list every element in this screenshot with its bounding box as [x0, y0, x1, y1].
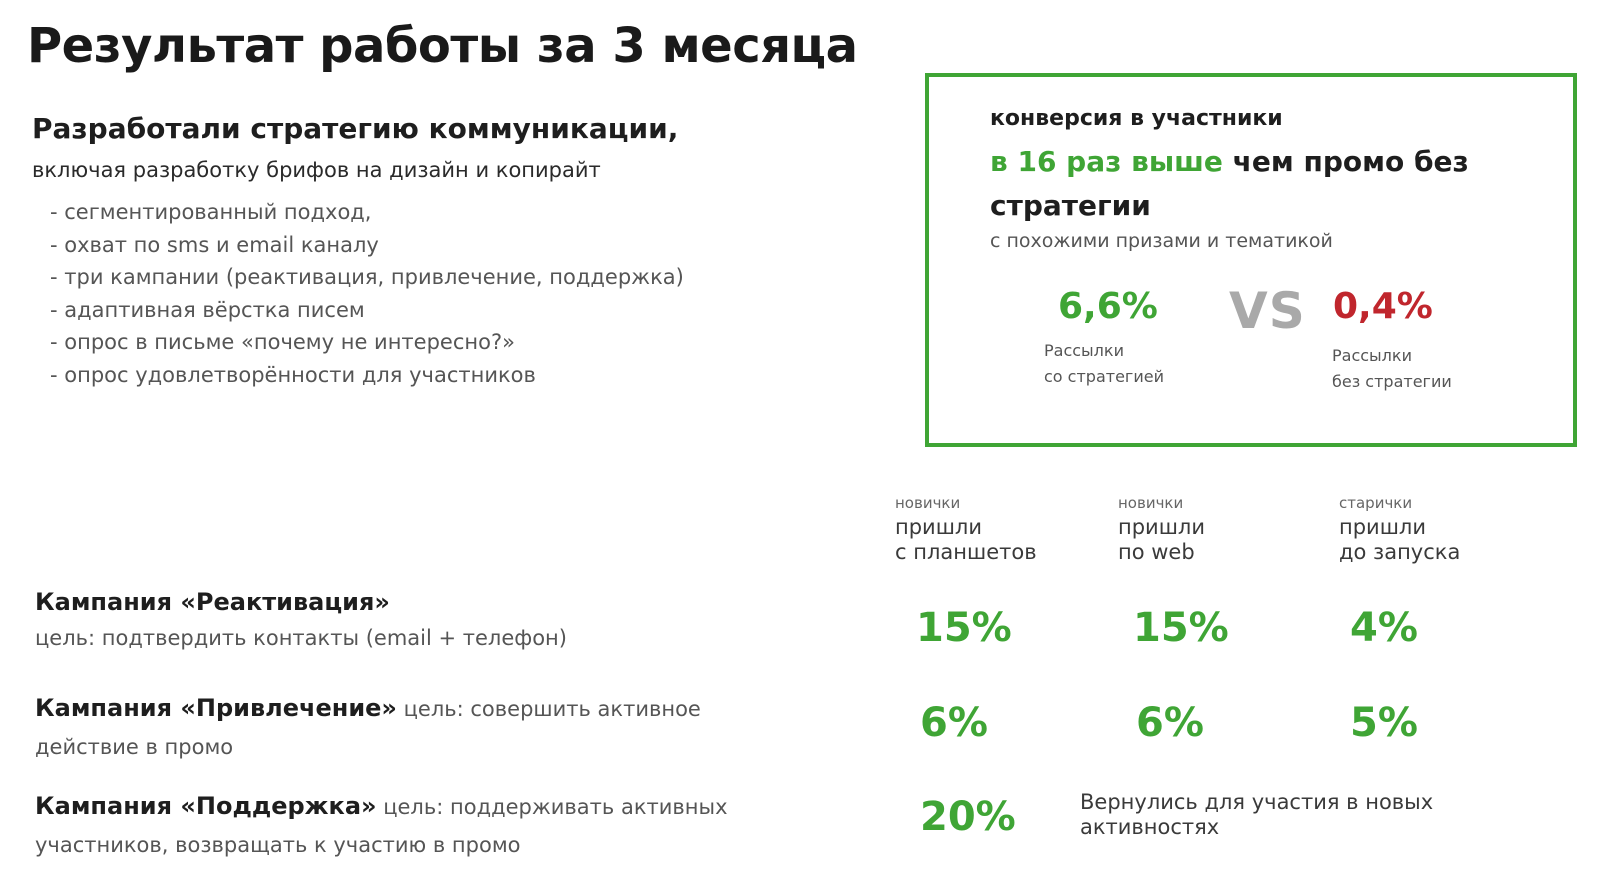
campaign-attraction-goal: цель: совершить активное — [396, 697, 701, 721]
strategy-subheading: включая разработку брифов на дизайн и ко… — [32, 158, 601, 182]
campaign-attraction-name: Кампания «Привлечение» — [35, 694, 397, 722]
campaign-support-name: Кампания «Поддержка» — [35, 792, 377, 820]
column-header-line2: с планшетов — [895, 540, 1037, 564]
with-strategy-caption: Рассылки со стратегией — [1044, 338, 1164, 390]
attraction-stat-web: 6% — [1136, 700, 1204, 746]
conversion-headline-rest: чем промо без — [1222, 145, 1469, 178]
conversion-box — [925, 73, 1577, 447]
list-item: - опрос удовлетворённости для участников — [50, 362, 536, 387]
reactivation-stat-before-launch: 4% — [1350, 605, 1418, 651]
campaign-reactivation-name: Кампания «Реактивация» — [35, 588, 390, 616]
with-strategy-caption-line2: со стратегией — [1044, 367, 1164, 386]
campaign-support-goal-line2: участников, возвращать к участию в промо — [35, 833, 521, 857]
conversion-label: конверсия в участники — [990, 106, 1283, 131]
with-strategy-value: 6,6% — [1058, 286, 1158, 327]
column-header-tablets: пришли с планшетов — [895, 515, 1037, 565]
column-header-web: пришли по web — [1118, 515, 1205, 565]
column-tag-tablets: новички — [895, 494, 961, 512]
list-item: - сегментированный подход, — [50, 200, 372, 224]
attraction-stat-tablets: 6% — [920, 700, 988, 746]
campaign-attraction-goal-line2: действие в промо — [35, 735, 234, 759]
without-strategy-caption: Рассылки без стратегии — [1332, 343, 1452, 395]
list-item: - три кампании (реактивация, привлечение… — [50, 265, 684, 289]
column-header-line1: пришли — [1118, 515, 1205, 539]
column-header-before-launch: пришли до запуска — [1339, 515, 1460, 565]
campaign-attraction: Кампания «Привлечение» цель: совершить а… — [35, 690, 701, 765]
support-note: Вернулись для участия в новых активностя… — [1080, 790, 1433, 840]
support-stat: 20% — [920, 794, 1016, 840]
without-strategy-caption-line2: без стратегии — [1332, 372, 1452, 391]
conversion-headline: в 16 раз выше чем промо без — [990, 140, 1469, 184]
without-strategy-value: 0,4% — [1333, 286, 1433, 327]
campaign-reactivation-goal: цель: подтвердить контакты (email + теле… — [35, 626, 567, 650]
list-item: - охват по sms и email каналу — [50, 232, 379, 257]
list-item: - адаптивная вёрстка писем — [50, 297, 365, 322]
without-strategy-caption-line1: Рассылки — [1332, 346, 1412, 365]
support-note-line1: Вернулись для участия в новых — [1080, 790, 1434, 814]
list-item: - опрос в письме «почему не интересно?» — [50, 330, 515, 354]
with-strategy-caption-line1: Рассылки — [1044, 341, 1124, 360]
strategy-list: - сегментированный подход, - охват по sm… — [50, 196, 684, 391]
vs-label: VS — [1229, 282, 1306, 340]
column-header-line2: до запуска — [1339, 540, 1461, 564]
support-note-line2: активностях — [1080, 815, 1220, 839]
attraction-stat-before-launch: 5% — [1350, 700, 1418, 746]
campaign-support: Кампания «Поддержка» цель: поддерживать … — [35, 788, 728, 863]
conversion-headline-line2: стратегии — [990, 189, 1151, 222]
reactivation-stat-tablets: 15% — [916, 605, 1012, 651]
column-header-line1: пришли — [895, 515, 982, 539]
conversion-highlight: в 16 раз выше — [990, 145, 1223, 178]
column-tag-web: новички — [1118, 494, 1184, 512]
reactivation-stat-web: 15% — [1133, 605, 1229, 651]
campaign-support-goal: цель: поддерживать активных — [376, 795, 728, 819]
column-tag-before-launch: старички — [1339, 494, 1413, 512]
column-header-line1: пришли — [1339, 515, 1426, 539]
strategy-heading: Разработали стратегию коммуникации, — [32, 112, 679, 145]
column-header-line2: по web — [1118, 540, 1195, 564]
page-title: Результат работы за 3 месяца — [27, 18, 858, 74]
conversion-note: с похожими призами и тематикой — [990, 230, 1333, 252]
